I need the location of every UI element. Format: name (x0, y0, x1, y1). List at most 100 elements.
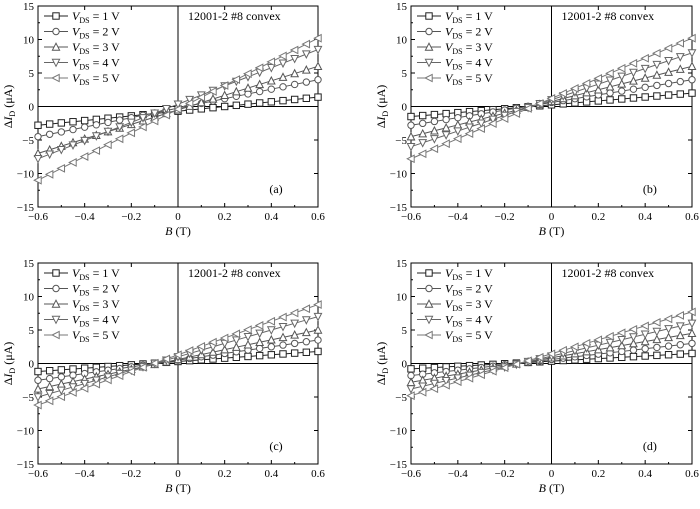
x-tick-label: 0.4 (264, 468, 278, 480)
x-tick-label: 0.2 (218, 468, 232, 480)
data-point (161, 110, 171, 120)
legend-sub: DS (452, 32, 462, 41)
data-point (290, 339, 299, 348)
data-point (442, 109, 450, 118)
data-point (301, 39, 311, 49)
data-point (314, 336, 322, 344)
data-point (675, 64, 685, 73)
data-point (266, 326, 276, 335)
y-axis-label-delta: Δ (1, 377, 15, 385)
data-point (44, 396, 54, 406)
data-point (301, 316, 311, 325)
data-point (687, 319, 697, 329)
data-point (231, 336, 241, 345)
data-point (653, 92, 661, 100)
legend-sub: DS (452, 78, 462, 87)
data-point (594, 97, 603, 105)
y-tick-label: 15 (396, 1, 408, 13)
data-point (44, 169, 54, 179)
data-point (126, 118, 136, 128)
x-tick-label: −0.4 (448, 468, 468, 480)
data-point (45, 367, 54, 375)
data-point (593, 335, 603, 345)
legend-sub: DS (79, 78, 89, 87)
legend-marker (424, 42, 434, 51)
data-point (687, 33, 696, 43)
y-axis-label-var: I (1, 116, 15, 122)
data-point (605, 81, 615, 91)
x-tick-label: 0 (549, 468, 555, 480)
y-axis-label-unit: (μA) (374, 342, 388, 368)
data-point (33, 175, 42, 185)
data-point (279, 350, 287, 358)
x-tick-label: −0.6 (401, 468, 421, 480)
data-point (267, 98, 276, 106)
x-tick-label: −0.4 (448, 211, 468, 223)
data-point (244, 100, 252, 108)
y-axis-label-sub: D (8, 368, 17, 374)
data-point (664, 332, 674, 342)
sample-annotation: 12001-2 #8 convex (188, 266, 281, 280)
x-axis-label-unit: (T) (173, 481, 191, 495)
data-point (279, 341, 287, 349)
data-point (196, 97, 206, 107)
data-point (407, 365, 415, 373)
data-point (184, 98, 194, 108)
series-5 (33, 300, 322, 410)
data-point (278, 51, 287, 61)
legend-var: V (72, 25, 81, 39)
legend-sub: DS (452, 273, 462, 282)
data-point (629, 333, 638, 342)
x-axis-label: B (T) (165, 481, 191, 495)
data-point (138, 114, 148, 123)
legend-sub: DS (452, 16, 462, 25)
legend-entry: VDS = 3 V (72, 297, 120, 313)
data-point (255, 329, 265, 339)
data-point (91, 376, 101, 386)
data-point (651, 317, 661, 327)
data-point (33, 400, 42, 410)
data-point (640, 321, 649, 331)
data-point (605, 338, 615, 348)
legend-var: V (72, 71, 81, 85)
y-tick-label: 10 (396, 292, 408, 304)
legend-marker (424, 330, 433, 340)
y-tick-label: 0 (29, 102, 35, 114)
y-axis-label-sub: D (381, 368, 390, 374)
sample-annotation: 12001-2 #8 convex (562, 266, 655, 280)
data-point (104, 118, 112, 127)
data-point (289, 308, 299, 318)
data-point (219, 333, 229, 343)
data-point (675, 330, 685, 340)
data-point (676, 350, 684, 358)
data-point (418, 139, 428, 148)
data-point (255, 337, 265, 346)
legend-entry: VDS = 1 V (72, 266, 120, 282)
legend-rest: = 2 V (463, 282, 494, 296)
data-point (675, 38, 684, 48)
data-point (454, 113, 462, 122)
data-point (418, 382, 428, 392)
data-point (220, 90, 230, 100)
data-point (628, 58, 638, 68)
data-point (629, 346, 638, 354)
x-axis-label-var: B (539, 481, 547, 495)
y-tick-label: −15 (17, 459, 35, 471)
data-point (476, 370, 485, 380)
data-point (56, 392, 66, 402)
legend-sub: DS (79, 16, 89, 25)
legend-entry: VDS = 3 V (445, 40, 493, 56)
data-point (255, 351, 264, 360)
legend-entry: VDS = 1 V (72, 9, 120, 25)
data-point (464, 129, 474, 139)
data-point (640, 73, 650, 82)
data-point (441, 377, 451, 386)
sample-annotation: 12001-2 #8 convex (562, 9, 655, 23)
data-point (688, 76, 696, 84)
legend-entry: VDS = 5 V (72, 328, 120, 344)
data-point (640, 336, 650, 346)
y-tick-label: 5 (29, 325, 35, 337)
legend-var: V (445, 71, 454, 85)
data-point (138, 362, 147, 372)
data-point (290, 54, 300, 64)
